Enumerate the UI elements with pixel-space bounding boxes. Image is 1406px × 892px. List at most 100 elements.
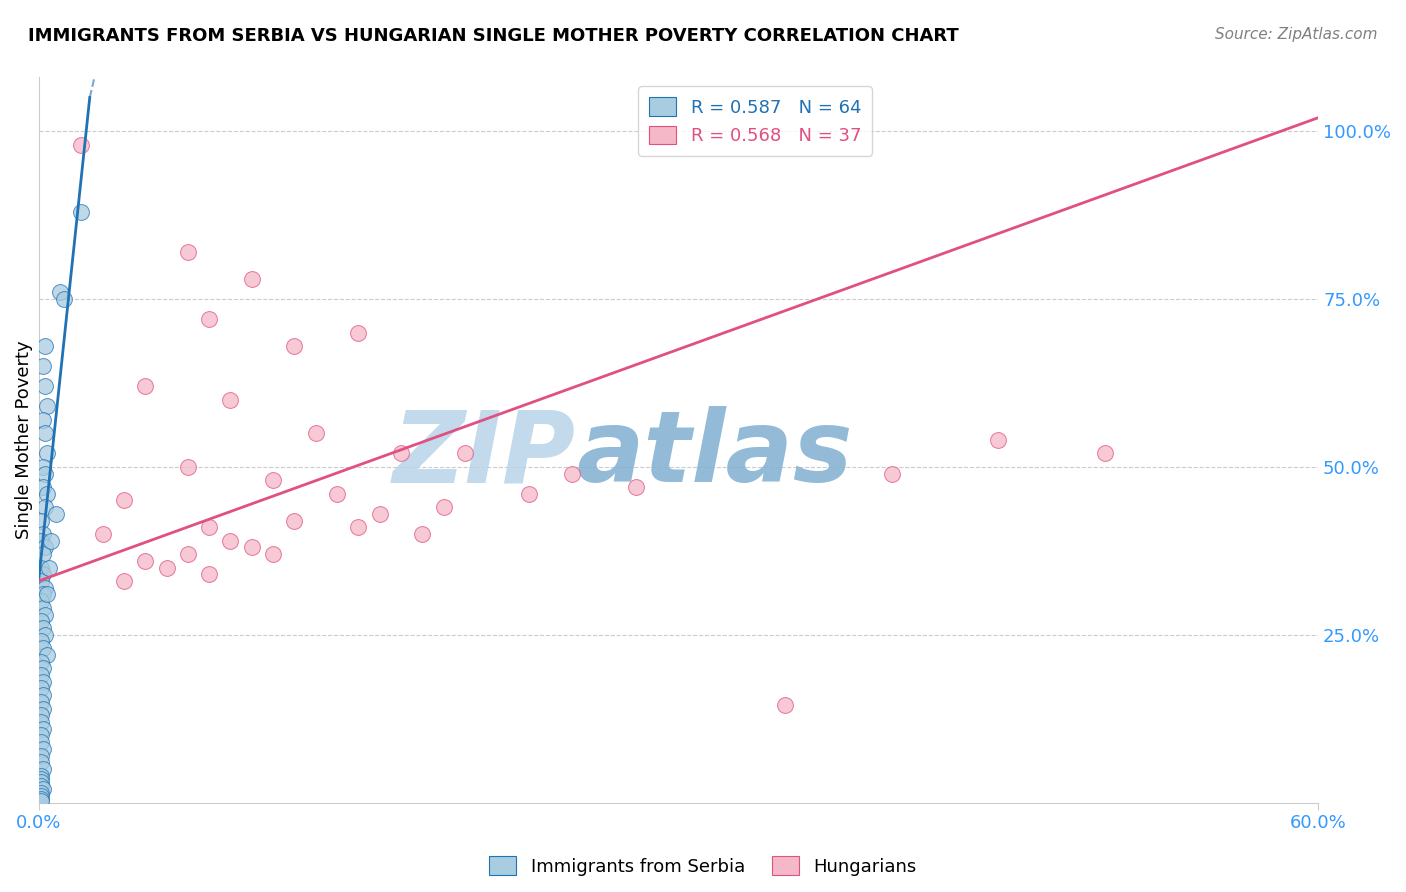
Point [35, 400, 58, 414]
Point [31, 527, 53, 541]
Point [31, 688, 53, 702]
Point [91, 527, 114, 541]
Point [283, 339, 305, 353]
Point [30, 655, 52, 669]
Point [155, 560, 177, 574]
Point [30, 769, 52, 783]
Point [31, 459, 53, 474]
Point [30, 748, 52, 763]
Point [177, 547, 200, 561]
Point [35, 648, 58, 662]
Point [134, 554, 156, 568]
Point [368, 507, 391, 521]
Point [1094, 446, 1116, 460]
Point [31, 762, 53, 776]
Point [30, 785, 52, 799]
Point [240, 541, 263, 555]
Text: IMMIGRANTS FROM SERBIA VS HUNGARIAN SINGLE MOTHER POVERTY CORRELATION CHART: IMMIGRANTS FROM SERBIA VS HUNGARIAN SING… [28, 27, 959, 45]
Point [134, 379, 156, 393]
Point [219, 392, 242, 407]
Point [30, 714, 52, 729]
Point [31, 480, 53, 494]
Point [31, 742, 53, 756]
Point [30, 772, 52, 786]
Point [624, 480, 647, 494]
Point [31, 674, 53, 689]
Point [38, 560, 60, 574]
Point [31, 641, 53, 656]
Point [34, 467, 56, 481]
Point [880, 467, 903, 481]
Point [198, 567, 221, 582]
Point [198, 312, 221, 326]
Point [30, 560, 52, 574]
Point [35, 446, 58, 460]
Point [454, 446, 477, 460]
Point [30, 735, 52, 749]
Point [177, 245, 200, 260]
Point [34, 379, 56, 393]
Point [305, 426, 328, 441]
Point [31, 782, 53, 797]
Point [31, 587, 53, 601]
Point [283, 514, 305, 528]
Point [347, 326, 370, 340]
Point [326, 487, 349, 501]
Point [70, 137, 93, 152]
Legend: Immigrants from Serbia, Hungarians: Immigrants from Serbia, Hungarians [482, 849, 924, 883]
Point [30, 708, 52, 723]
Point [347, 520, 370, 534]
Point [30, 533, 52, 548]
Point [31, 359, 53, 373]
Point [30, 789, 52, 803]
Point [112, 493, 135, 508]
Point [41, 533, 63, 548]
Point [34, 339, 56, 353]
Point [987, 433, 1010, 447]
Point [34, 426, 56, 441]
Legend: R = 0.587   N = 64, R = 0.568   N = 37: R = 0.587 N = 64, R = 0.568 N = 37 [638, 87, 872, 156]
Point [31, 413, 53, 427]
Point [31, 600, 53, 615]
Point [219, 533, 242, 548]
Point [30, 695, 52, 709]
Point [30, 792, 52, 806]
Point [30, 574, 52, 588]
Y-axis label: Single Mother Poverty: Single Mother Poverty [15, 341, 32, 540]
Point [30, 728, 52, 742]
Point [30, 514, 52, 528]
Text: Source: ZipAtlas.com: Source: ZipAtlas.com [1215, 27, 1378, 42]
Point [30, 775, 52, 789]
Point [30, 615, 52, 629]
Point [561, 467, 583, 481]
Text: ZIP: ZIP [394, 406, 576, 503]
Point [45, 507, 67, 521]
Point [31, 722, 53, 736]
Point [31, 621, 53, 635]
Point [112, 574, 135, 588]
Point [262, 547, 284, 561]
Point [34, 607, 56, 622]
Point [34, 628, 56, 642]
Point [34, 581, 56, 595]
Point [389, 446, 412, 460]
Point [240, 272, 263, 286]
Point [262, 473, 284, 487]
Point [30, 794, 52, 808]
Point [34, 541, 56, 555]
Point [35, 487, 58, 501]
Point [30, 779, 52, 793]
Point [31, 701, 53, 715]
Point [31, 567, 53, 582]
Point [30, 668, 52, 682]
Point [433, 500, 456, 515]
Point [31, 661, 53, 675]
Text: atlas: atlas [576, 406, 852, 503]
Point [49, 285, 72, 300]
Point [35, 587, 58, 601]
Point [198, 520, 221, 534]
Point [517, 487, 540, 501]
Point [53, 292, 76, 306]
Point [177, 459, 200, 474]
Point [30, 756, 52, 770]
